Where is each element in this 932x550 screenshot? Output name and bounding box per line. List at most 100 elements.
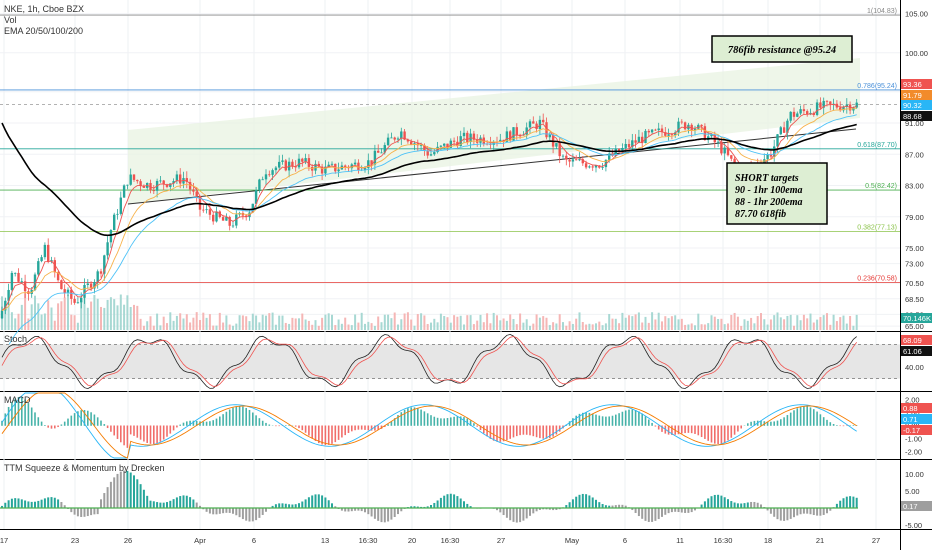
candle-body [555,143,558,147]
volume-bar [30,304,33,330]
candle-body [443,143,446,146]
resistance-note[interactable]: 786fib resistance @95.24 [711,35,853,63]
momentum-bar [301,501,304,509]
candle-body [578,159,581,161]
momentum-bar [443,495,446,509]
volume-bar [489,323,492,330]
candle-body [122,185,126,198]
momentum-bar [756,502,759,509]
fib-level-label: 0.382(77.13) [857,224,897,231]
momentum-bar [139,484,142,509]
candle-body [320,166,324,174]
momentum-bar [123,470,126,509]
candle-body [410,141,413,145]
volume-bar [301,313,304,330]
volume-bar [555,323,558,330]
volume-bar [852,325,855,330]
momentum-bar [529,508,531,516]
volume-bar [222,322,225,330]
stoch-pane[interactable]: 40.00 68.09 61.06 [0,333,932,390]
macd-histogram-bar [786,415,789,426]
volume-bar [327,313,330,330]
macd-histogram-bar [202,421,205,426]
momentum-bar [83,508,86,517]
volume-bar [73,315,76,330]
volume-bar [512,318,515,330]
macd-histogram-bar [30,407,33,426]
macd-histogram-bar [516,425,518,437]
macd-histogram-bar [212,420,214,426]
momentum-bar [258,508,261,518]
candle-body [162,180,165,185]
volume-bar [552,322,555,330]
volume-bar [779,317,782,330]
momentum-bar [634,508,637,513]
macd-pane[interactable]: 2.001.000.00-1.00-2.000.880.71-0.17 [1,392,932,459]
momentum-bar [598,502,601,509]
candle-body [776,134,779,147]
squeeze-pane[interactable]: 10.00 5.00 -5.00 0.17 [0,470,932,530]
candle-body [337,169,340,172]
price-axis[interactable]: 105.00100.0095.0091.0087.0083.0079.0075.… [901,10,932,331]
macd-histogram-bar [628,409,630,426]
macd-histogram-bar [265,422,267,426]
momentum-bar [644,508,647,521]
macd-histogram-bar [690,425,693,434]
momentum-bar [288,504,291,509]
candle-body [720,141,723,154]
candle-body [598,165,601,168]
candle-body [466,132,469,143]
volume-bar [284,322,287,330]
candle-body [291,161,294,167]
volume-bar [397,324,399,330]
volume-bar [373,325,376,330]
macd-histogram-bar [714,425,716,444]
symbol-title: NKE, 1h, Cboe BZX [4,4,84,14]
volume-bar [14,318,17,330]
momentum-bar [185,495,188,509]
momentum-bar [205,508,208,512]
candle-body [93,281,96,289]
price-axis-tick: 79.00 [905,213,924,222]
macd-title: MACD [4,395,31,405]
volume-bar [34,295,36,330]
targets-note[interactable]: SHORT targets 90 - 1hr 100ema 88 - 1hr 2… [726,162,828,225]
macd-histogram-bar [730,425,733,438]
volume-bar [647,322,650,330]
macd-histogram-bar [615,414,617,426]
volume-bar [83,294,86,330]
macd-tag-bg [901,414,932,424]
macd-histogram-bar [87,410,89,426]
price-pane[interactable]: 1(104.83) 0.786(95.24) 0.618(87.70) 0.5(82.… [0,8,900,355]
momentum-bar [278,503,281,509]
volume-bar [743,319,746,330]
time-axis[interactable]: 17 23 26 Apr 6 13 16:30 20 16:30 27 May 6 11 16:30 18 2… [0,536,880,545]
candle-body [542,119,545,123]
momentum-bar [578,494,581,509]
momentum-bar [789,508,792,519]
momentum-bar [413,506,416,509]
momentum-bar [73,508,76,515]
momentum-bar [496,508,498,511]
macd-histogram-bar [545,425,548,439]
candle-body [786,120,789,133]
candle-body [806,111,809,115]
price-axis-tick: 100.00 [905,49,928,58]
candle-body [53,260,56,273]
volume-bar [723,324,726,330]
price-axis-tick: 83.00 [905,182,924,191]
macd-histogram-bar [776,420,779,426]
macd-histogram-bar [341,425,343,438]
candle-body [693,128,697,131]
candle-body [558,143,561,157]
candle-body [472,133,476,140]
volume-bar [637,312,640,330]
candle-body [588,166,591,168]
momentum-bar [713,494,716,509]
macd-histogram-bar [90,412,92,426]
volume-bar [274,324,277,330]
candle-body [637,136,641,143]
macd-histogram-bar [638,411,640,426]
macd-histogram-bar [522,425,525,435]
